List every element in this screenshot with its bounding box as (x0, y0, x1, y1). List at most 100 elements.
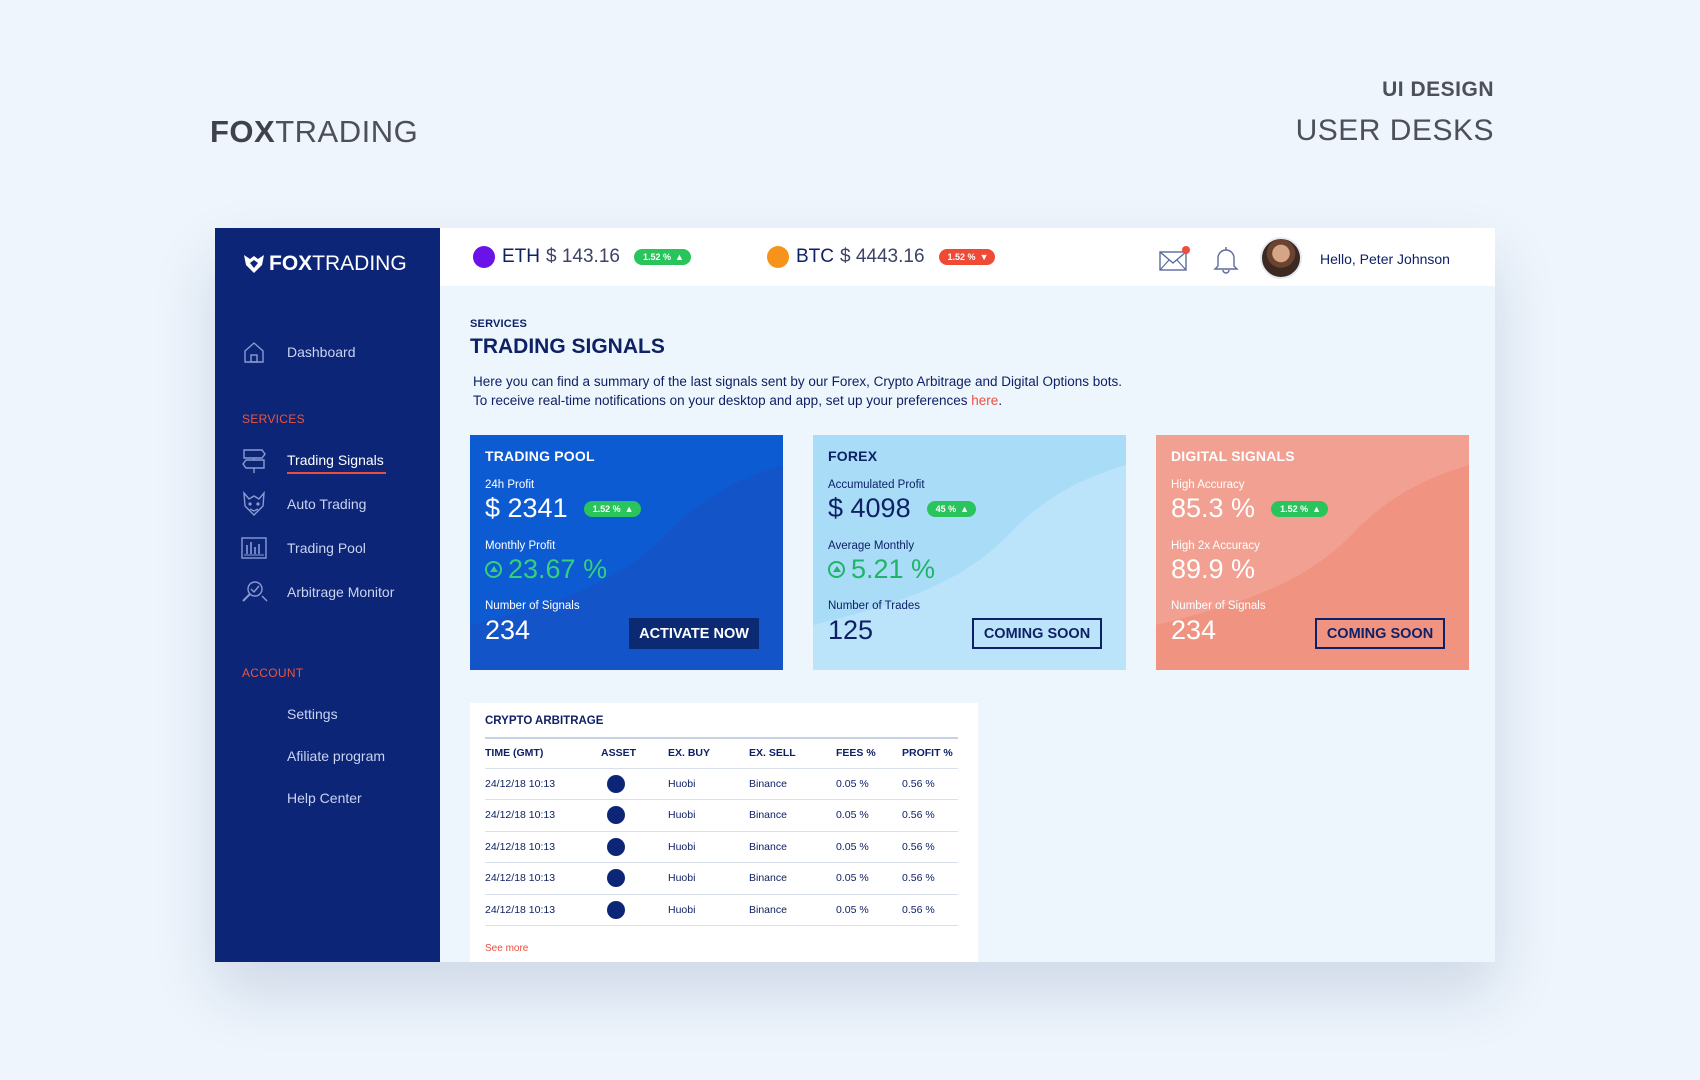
signpost-icon (242, 449, 266, 473)
forex-card: FOREX Accumulated Profit $ 4098 45 % ▲ Ave… (813, 435, 1126, 670)
card-main-value: $ 2341 1.52 % ▲ (485, 493, 641, 524)
coming-soon-button[interactable]: COMING SOON (1315, 618, 1445, 649)
bell-icon[interactable] (1210, 244, 1242, 274)
card-secondary-value: 5.21 % (828, 554, 935, 585)
bar-chart-icon (241, 537, 267, 559)
card-main-value: $ 4098 45 % ▲ (828, 493, 977, 524)
cell-asset (601, 768, 668, 800)
cell-ex-sell: Binance (749, 768, 836, 800)
description-line-2: To receive real-time notifications on yo… (473, 391, 1122, 410)
change-badge: 1.52 % ▲ (583, 500, 641, 517)
sidebar-item-auto-trading[interactable]: Auto Trading (215, 486, 440, 522)
cell-asset (601, 862, 668, 895)
ticker-eth[interactable]: ETH $ 143.16 1.52 % ▲ (473, 246, 691, 268)
arrow-up-icon: ▲ (675, 252, 684, 262)
avatar[interactable] (1260, 237, 1302, 279)
column-header[interactable]: FEES % (836, 737, 902, 769)
card-label: Monthly Profit (485, 540, 556, 552)
eth-coin-icon (473, 246, 495, 268)
cell-time: 24/12/18 10:13 (485, 799, 601, 832)
logo-bold: FOX (269, 252, 313, 275)
cell-ex-buy: Huobi (668, 862, 749, 895)
description-line-1: Here you can find a summary of the last … (473, 374, 1123, 389)
table-row[interactable]: 24/12/18 10:13 Huobi Binance 0.05 % 0.56… (485, 799, 958, 832)
table-row[interactable]: 24/12/18 10:13 Huobi Binance 0.05 % 0.56… (485, 831, 958, 863)
services-section-label: SERVICES (242, 412, 305, 426)
preferences-link[interactable]: here (971, 393, 999, 408)
home-icon (244, 342, 264, 363)
asset-icon (607, 837, 625, 856)
card-label: Number of Trades (828, 600, 921, 612)
count-value: 125 (828, 615, 874, 645)
sidebar-item-help-center[interactable]: Help Center (215, 780, 440, 816)
cell-ex-buy: Huobi (668, 768, 749, 800)
change-value: 1.52 % (642, 252, 671, 262)
page-description: Here you can find a summary of the last … (473, 372, 1122, 410)
card-label: High Accuracy (1171, 479, 1245, 491)
change-value: 1.52 % (592, 503, 621, 514)
ticker-price: $ 143.16 (546, 246, 620, 267)
cell-profit: 0.56 % (902, 768, 958, 800)
column-header[interactable]: PROFIT % (902, 737, 958, 769)
sidebar-item-label: Auto Trading (287, 496, 367, 512)
description-end: . (998, 393, 1003, 408)
logo-light: TRADING (312, 252, 407, 275)
cell-fees: 0.05 % (836, 862, 902, 895)
column-header[interactable]: EX. SELL (749, 737, 836, 769)
asset-icon (607, 900, 625, 919)
profit-value: $ 2341 (485, 493, 568, 523)
sidebar-item-trading-signals[interactable]: Trading Signals (215, 442, 440, 478)
table-row[interactable]: 24/12/18 10:13 Huobi Binance 0.05 % 0.56… (485, 894, 958, 926)
robot-fox-icon (243, 490, 265, 516)
app-window: FOX TRADING Dashboard SERVICES Trading Si… (215, 228, 1495, 962)
btc-coin-icon (767, 246, 789, 268)
sidebar-item-settings[interactable]: Settings (215, 696, 440, 732)
card-label: Average Monthly (828, 540, 915, 552)
breadcrumb: SERVICES (470, 318, 528, 330)
brand-light: TRADING (275, 114, 419, 149)
sidebar-item-dashboard[interactable]: Dashboard (215, 334, 440, 370)
deck-line-2: USER DESKS (1295, 114, 1494, 147)
ticker-btc[interactable]: BTC $ 4443.16 1.52 % ▼ (767, 246, 996, 268)
activate-now-button[interactable]: ACTIVATE NOW (629, 618, 759, 649)
presentation-brand: FOXTRADING (210, 114, 418, 150)
cell-time: 24/12/18 10:13 (485, 768, 601, 800)
profit-value: $ 4098 (828, 493, 911, 523)
asset-icon (607, 869, 625, 888)
sidebar: FOX TRADING Dashboard SERVICES Trading Si… (215, 228, 440, 962)
percent-value: 5.21 % (851, 554, 936, 584)
cell-fees: 0.05 % (836, 768, 902, 800)
arrow-up-icon: ▲ (960, 503, 970, 514)
change-value: 1.52 % (947, 252, 976, 262)
app-logo[interactable]: FOX TRADING (243, 252, 407, 276)
column-header[interactable]: TIME (GMT) (485, 737, 601, 769)
see-more-link[interactable]: See more (485, 943, 529, 954)
cell-ex-sell: Binance (749, 894, 836, 926)
cell-time: 24/12/18 10:13 (485, 862, 601, 895)
column-header[interactable]: EX. BUY (668, 737, 749, 769)
asset-icon (607, 774, 625, 793)
sidebar-item-trading-pool[interactable]: Trading Pool (215, 530, 440, 566)
crypto-arbitrage-panel: CRYPTO ARBITRAGE TIME (GMT) ASSET EX. BU… (470, 703, 978, 962)
accuracy-value: 85.3 % (1171, 493, 1256, 523)
user-greeting[interactable]: Hello, Peter Johnson (1320, 251, 1450, 267)
sidebar-item-label: Trading Signals (287, 452, 386, 474)
cell-ex-buy: Huobi (668, 799, 749, 832)
sidebar-item-arbitrage-monitor[interactable]: Arbitrage Monitor (215, 574, 440, 610)
table-row[interactable]: 24/12/18 10:13 Huobi Binance 0.05 % 0.56… (485, 768, 958, 800)
change-value: 1.52 % (1280, 503, 1309, 514)
coming-soon-button[interactable]: COMING SOON (972, 618, 1102, 649)
change-value: 45 % (935, 503, 957, 514)
card-label: High 2x Accuracy (1171, 540, 1260, 552)
arrow-up-icon: ▲ (1312, 503, 1322, 514)
mail-icon[interactable] (1158, 244, 1190, 274)
cell-profit: 0.56 % (902, 894, 958, 926)
change-badge: 1.52 % ▲ (633, 249, 691, 265)
cell-ex-buy: Huobi (668, 894, 749, 926)
card-label: 24h Profit (485, 479, 535, 491)
column-header[interactable]: ASSET (601, 737, 668, 769)
arrow-up-icon: ▲ (624, 503, 634, 514)
cell-ex-sell: Binance (749, 831, 836, 863)
sidebar-item-affiliate[interactable]: Afiliate program (215, 738, 440, 774)
table-row[interactable]: 24/12/18 10:13 Huobi Binance 0.05 % 0.56… (485, 862, 958, 895)
